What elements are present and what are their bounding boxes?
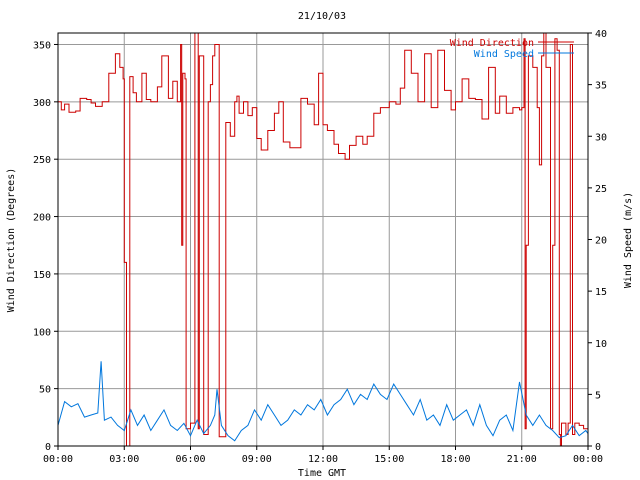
wind-direction-line — [58, 32, 589, 447]
y2-tick-label: 40 — [595, 29, 607, 40]
y-tick-label: 50 — [39, 385, 51, 396]
y-axis-title: Wind Direction (Degrees) — [6, 168, 17, 313]
x-tick-label: 12:00 — [308, 454, 338, 465]
y-tick-label: 300 — [33, 98, 51, 109]
x-tick-label: 18:00 — [440, 454, 470, 465]
y-tick-label: 100 — [33, 327, 51, 338]
x-tick-label: 00:00 — [43, 454, 73, 465]
y2-tick-label: 25 — [595, 184, 607, 195]
y-tick-label: 200 — [33, 213, 51, 224]
legend-label-wind-direction: Wind Direction — [450, 38, 534, 49]
y2-axis-title: Wind Speed (m/s) — [623, 192, 634, 288]
x-tick-label: 15:00 — [374, 454, 404, 465]
y-tick-label: 150 — [33, 270, 51, 281]
y2-tick-label: 5 — [595, 390, 601, 401]
y2-tick-label: 15 — [595, 287, 607, 298]
x-tick-label: 03:00 — [109, 454, 139, 465]
chart-title: 21/10/03 — [298, 11, 346, 22]
y-tick-label: 0 — [45, 442, 51, 453]
x-axis-title: Time GMT — [298, 468, 346, 479]
ticks: 00:00 03:00 06:00 09:00 12:00 15:00 18:00 21:00… — [33, 29, 607, 465]
y2-tick-label: 0 — [595, 442, 601, 453]
x-tick-label: 09:00 — [242, 454, 272, 465]
y2-tick-label: 35 — [595, 81, 607, 92]
y2-tick-label: 10 — [595, 339, 607, 350]
y2-tick-label: 30 — [595, 132, 607, 143]
x-tick-label: 00:00 — [573, 454, 603, 465]
legend: Wind Direction Wind Speed — [450, 38, 574, 60]
y2-tick-label: 20 — [595, 236, 607, 247]
y-tick-label: 250 — [33, 155, 51, 166]
y-tick-label: 350 — [33, 40, 51, 51]
series-layer — [57, 32, 589, 447]
x-tick-label: 21:00 — [507, 454, 537, 465]
x-tick-label: 06:00 — [175, 454, 205, 465]
wind-speed-line — [57, 361, 589, 442]
legend-label-wind-speed: Wind Speed — [474, 49, 534, 60]
